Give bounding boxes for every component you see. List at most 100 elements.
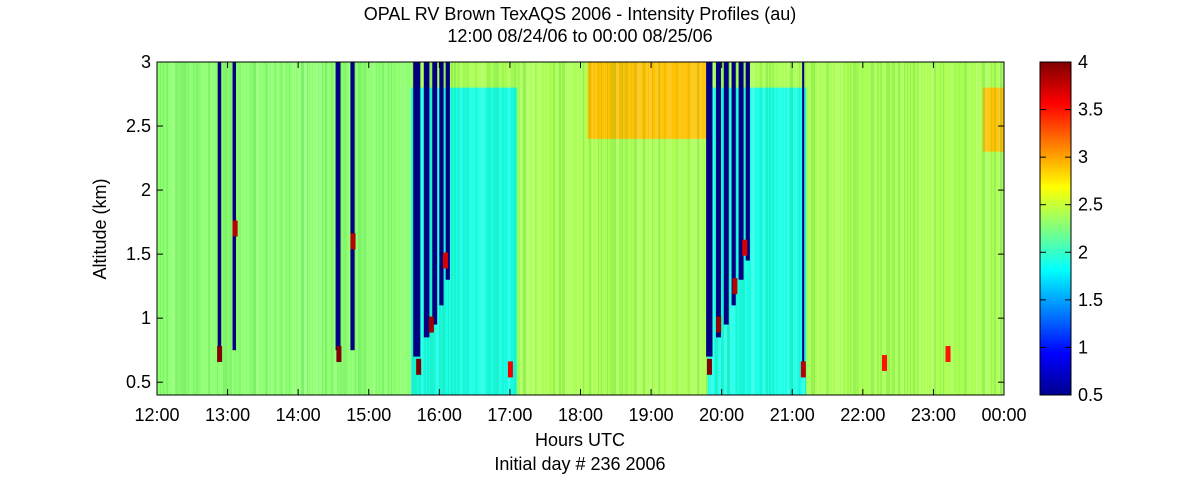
texture-stripe: [805, 62, 806, 395]
texture-stripe: [385, 62, 387, 395]
texture-stripe: [475, 62, 477, 395]
texture-stripe: [280, 62, 283, 395]
low-signal-columns: [217, 62, 805, 363]
texture-stripe: [937, 62, 938, 395]
texture-stripe: [181, 62, 184, 395]
texture-stripe: [853, 62, 856, 395]
texture-stripe: [550, 62, 551, 395]
texture-stripe: [862, 62, 863, 395]
texture-stripe: [316, 62, 318, 395]
texture-stripe: [976, 62, 978, 395]
texture-stripe: [409, 62, 411, 395]
texture-stripe: [622, 62, 623, 395]
texture-stripe: [661, 62, 663, 395]
texture-stripe: [376, 62, 377, 395]
colorbar-tick-label: 0.5: [1078, 385, 1103, 405]
texture-stripe: [238, 62, 241, 395]
texture-stripe: [526, 62, 529, 395]
texture-stripe: [694, 62, 697, 395]
texture-stripe: [763, 62, 765, 395]
x-tick-label: 19:00: [629, 405, 674, 425]
texture-stripe: [676, 62, 678, 395]
texture-stripe: [835, 62, 838, 395]
heatmap-region: [982, 87, 1004, 152]
texture-stripe: [487, 62, 490, 395]
texture-stripe: [994, 62, 996, 395]
texture-stripe: [700, 62, 702, 395]
low-signal-column: [432, 62, 438, 325]
texture-stripe: [406, 62, 407, 395]
low-signal-column: [335, 62, 341, 351]
texture-stripe: [247, 62, 249, 395]
texture-stripe: [388, 62, 389, 395]
texture-stripe: [586, 62, 587, 395]
low-signal-column: [716, 62, 721, 338]
texture-stripe: [808, 62, 809, 395]
texture-stripe: [523, 62, 526, 395]
texture-stripe: [583, 62, 584, 395]
texture-stripe: [211, 62, 213, 395]
texture-stripe: [922, 62, 924, 395]
colorbar-tick-label: 3.5: [1078, 100, 1103, 120]
texture-stripe: [223, 62, 226, 395]
texture-stripe: [820, 62, 823, 395]
texture-stripe: [874, 62, 877, 395]
texture-stripe: [547, 62, 549, 395]
texture-stripe: [397, 62, 398, 395]
texture-stripe: [607, 62, 608, 395]
colorbar-tick-label: 3: [1078, 147, 1088, 167]
texture-stripe: [901, 62, 904, 395]
texture-stripe: [232, 62, 233, 395]
y-tick-label: 3: [141, 52, 151, 72]
texture-stripe: [826, 62, 829, 395]
texture-stripe: [421, 62, 423, 395]
texture-stripe: [580, 62, 582, 395]
texture-stripe: [577, 62, 579, 395]
colorbar-tick-label: 2: [1078, 242, 1088, 262]
y-tick-label: 0.5: [126, 372, 151, 392]
texture-stripe: [721, 62, 724, 395]
texture-stripe: [919, 62, 921, 395]
texture-stripe: [934, 62, 936, 395]
texture-stripe: [931, 62, 934, 395]
heatmap-region: [157, 62, 412, 395]
colorbar-tick-label: 2.5: [1078, 195, 1103, 215]
high-signal-spot: [217, 346, 223, 363]
texture-stripe: [364, 62, 366, 395]
texture-stripe: [859, 62, 861, 395]
high-signal-spot: [507, 361, 513, 378]
texture-stripe: [265, 62, 268, 395]
texture-stripe: [841, 62, 843, 395]
texture-stripe: [892, 62, 895, 395]
texture-stripe: [679, 62, 681, 395]
high-signal-spots: [217, 220, 951, 378]
texture-stripe: [343, 62, 346, 395]
texture-stripe: [970, 62, 971, 395]
x-tick-label: 20:00: [699, 405, 744, 425]
texture-stripe: [943, 62, 944, 395]
texture-stripe: [910, 62, 911, 395]
texture-stripe: [796, 62, 797, 395]
texture-stripe: [328, 62, 329, 395]
texture-stripe: [361, 62, 364, 395]
texture-stripe: [745, 62, 746, 395]
texture-stripe: [757, 62, 758, 395]
texture-stripe: [838, 62, 840, 395]
x-axis: 12:00 13:00 14:00 15:00 16:00 17:00 18:00 19:00…: [134, 62, 1027, 425]
texture-stripe: [670, 62, 672, 395]
low-signal-column: [738, 62, 744, 280]
texture-stripe: [466, 62, 469, 395]
texture-stripe: [505, 62, 506, 395]
texture-stripe: [883, 62, 886, 395]
texture-stripe: [760, 62, 762, 395]
y-tick-label: 2: [141, 180, 151, 200]
texture-stripe: [637, 62, 640, 395]
texture-stripe: [193, 62, 195, 395]
texture-stripe: [373, 62, 375, 395]
heatmap-region: [587, 62, 708, 139]
texture-stripe: [886, 62, 889, 395]
texture-stripe: [889, 62, 890, 395]
texture-stripe: [481, 62, 484, 395]
texture-stripe: [658, 62, 660, 395]
texture-stripe: [340, 62, 342, 395]
